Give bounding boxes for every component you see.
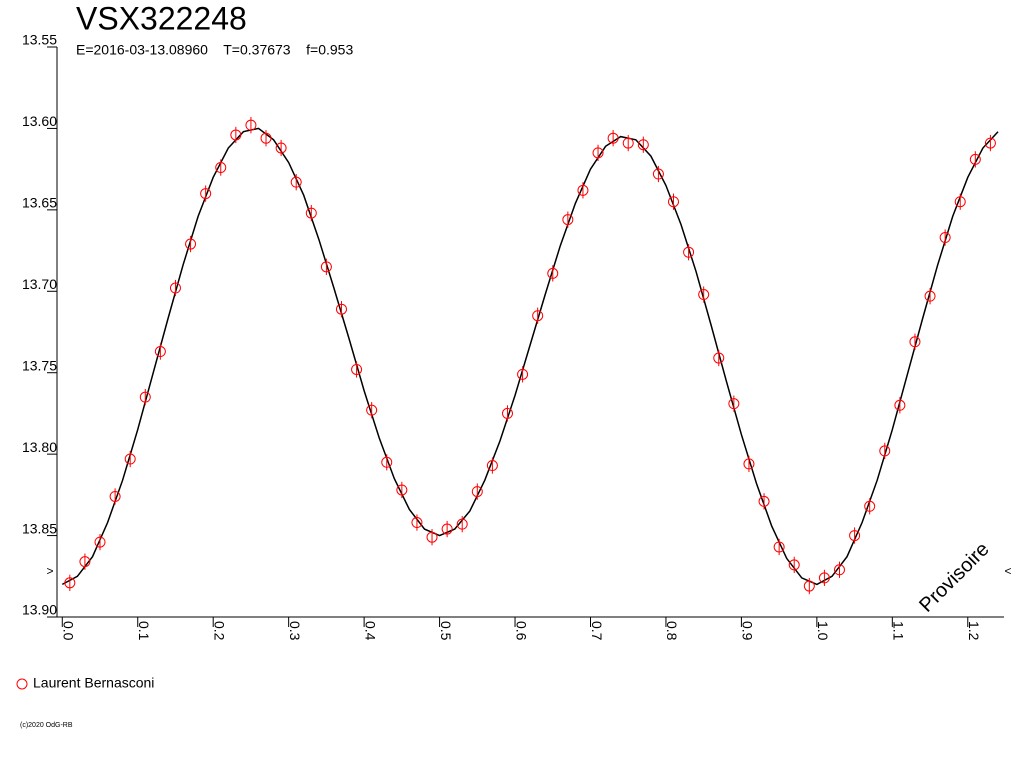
data-point — [773, 541, 785, 553]
data-point — [577, 184, 589, 196]
data-point — [818, 572, 830, 584]
x-tick-label: 0.2 — [211, 621, 227, 641]
data-point — [622, 137, 634, 149]
data-point — [652, 168, 664, 180]
data-point — [260, 132, 272, 144]
data-point — [411, 517, 423, 529]
y-tick-label: 13.60 — [22, 113, 57, 129]
data-point — [169, 282, 181, 294]
data-point — [864, 500, 876, 512]
data-point — [290, 176, 302, 188]
data-point — [230, 129, 242, 141]
data-point — [501, 407, 513, 419]
x-tick-label: 0.5 — [438, 621, 454, 641]
edge-marker: < — [1004, 564, 1011, 578]
y-tick-label: 13.75 — [22, 357, 57, 373]
y-tick-label: 13.65 — [22, 195, 57, 211]
data-point — [320, 261, 332, 273]
data-point — [849, 530, 861, 542]
y-tick-label: 13.70 — [22, 276, 57, 292]
data-point — [788, 559, 800, 571]
data-point — [743, 458, 755, 470]
data-point — [351, 363, 363, 375]
x-tick-label: 0.7 — [589, 621, 605, 641]
y-tick-label: 13.85 — [22, 520, 57, 536]
data-point — [471, 486, 483, 498]
data-point — [275, 142, 287, 154]
data-point — [64, 577, 76, 589]
x-tick-label: 0.4 — [362, 621, 378, 641]
y-tick-label: 13.90 — [22, 602, 57, 618]
data-point — [79, 556, 91, 568]
x-tick-label: 0.1 — [136, 621, 152, 641]
data-point — [667, 196, 679, 208]
fit-curve — [61, 127, 999, 586]
data-point — [517, 368, 529, 380]
data-point — [562, 214, 574, 226]
data-point — [532, 310, 544, 322]
watermark: Provisoire — [915, 538, 993, 616]
data-point — [924, 290, 936, 302]
data-point — [683, 246, 695, 258]
data-point — [200, 188, 212, 200]
data-point — [984, 137, 996, 149]
data-point — [185, 238, 197, 250]
y-tick-label: 13.55 — [22, 32, 57, 48]
x-tick-label: 0.6 — [513, 621, 529, 641]
data-point — [758, 495, 770, 507]
data-point — [94, 536, 106, 548]
data-point — [894, 399, 906, 411]
x-tick-label: 1.2 — [966, 621, 982, 641]
edge-marker: > — [46, 564, 53, 578]
legend-marker — [16, 678, 28, 690]
data-point — [803, 580, 815, 592]
data-point — [109, 490, 121, 502]
data-point — [396, 484, 408, 496]
x-tick-label: 0.8 — [664, 621, 680, 641]
footer: (c)2020 OdG-RB — [20, 722, 73, 729]
data-point — [366, 404, 378, 416]
x-tick-label: 0.0 — [61, 621, 77, 641]
data-point — [486, 460, 498, 472]
data-point — [426, 531, 438, 543]
data-point — [939, 232, 951, 244]
data-point — [637, 139, 649, 151]
data-point — [909, 336, 921, 348]
data-point — [381, 456, 393, 468]
data-point — [547, 267, 559, 279]
data-point — [154, 346, 166, 358]
data-point — [713, 352, 725, 364]
x-tick-label: 0.9 — [740, 621, 756, 641]
x-tick-label: 1.1 — [891, 621, 907, 641]
data-point — [592, 147, 604, 159]
data-point — [698, 289, 710, 301]
data-point — [335, 303, 347, 315]
data-point — [607, 132, 619, 144]
data-point — [954, 196, 966, 208]
data-point — [879, 445, 891, 457]
x-tick-label: 1.0 — [815, 621, 831, 641]
data-point — [215, 162, 227, 174]
data-point — [834, 564, 846, 576]
data-point — [728, 398, 740, 410]
data-point — [124, 453, 136, 465]
chart-title: VSX322248 — [76, 0, 247, 36]
y-tick-label: 13.80 — [22, 439, 57, 455]
data-point — [456, 518, 468, 530]
legend-label: Laurent Bernasconi — [33, 675, 154, 691]
data-point — [969, 153, 981, 165]
data-point — [245, 119, 257, 131]
chart-subtitle: E=2016-03-13.08960 T=0.37673 f=0.953 — [76, 42, 353, 58]
data-point — [139, 391, 151, 403]
data-point — [441, 523, 453, 535]
x-tick-label: 0.3 — [287, 621, 303, 641]
data-point — [305, 207, 317, 219]
